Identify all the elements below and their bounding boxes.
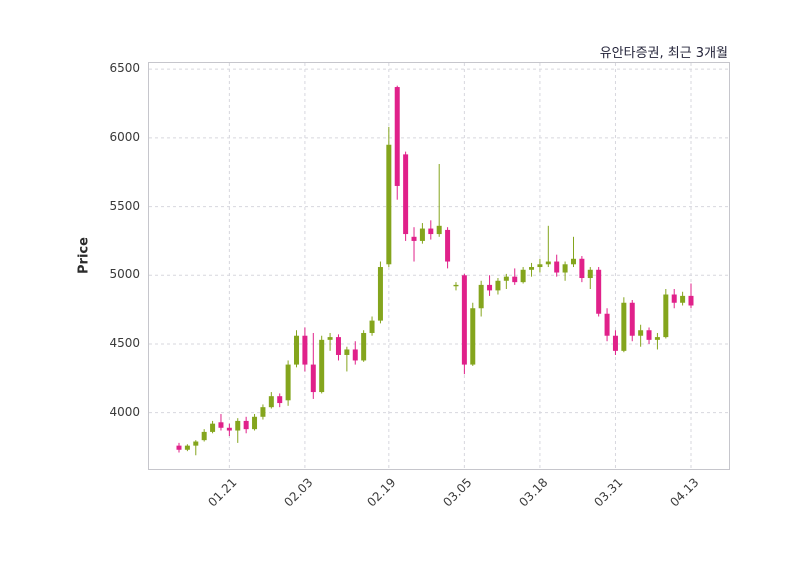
candle-body-up [638,330,644,336]
candle-body-up [344,349,350,355]
candle-body-down [671,294,677,303]
candle-body-down [302,335,308,365]
candle-body-down [646,330,652,340]
x-tick-label: 04.13 [666,475,702,510]
y-axis-label: Price [76,237,92,274]
candle-body-up [520,269,526,283]
candle-body-down [310,364,316,393]
candle-body-up [184,445,190,450]
candle-body-up [268,396,274,408]
candle-body-up [654,337,660,340]
candle-body-down [445,229,451,262]
candle-body-up [235,420,241,431]
candle-body-up [327,337,333,340]
x-tick-label: 03.18 [515,475,551,510]
candle-body-up [663,294,669,338]
candle-body-down [176,445,182,450]
candle-body-up [252,416,258,430]
candle-body-up [260,407,266,417]
y-tick-label: 4500 [109,335,140,350]
candle-body-up [361,332,367,361]
candle-body-down [512,276,518,283]
candle-body-up [386,144,392,265]
candle-body-up [377,267,383,321]
candle-body-up [210,423,216,432]
candle-body-down [394,87,400,186]
candle-body-down [428,228,434,235]
candle-body-up [470,308,476,365]
y-tick-label: 4000 [109,404,140,419]
candle-body-down [226,427,232,431]
candle-body-up [478,284,484,309]
candle-body-down [604,313,610,336]
y-tick-label: 6000 [109,129,140,144]
candle-body-up [201,431,207,441]
y-tick-label: 5000 [109,267,140,282]
candle-body-up [419,228,425,241]
y-tick-label: 6500 [109,61,140,76]
x-tick-label: 03.31 [591,475,626,510]
candle-body-up [436,225,442,235]
candle-body-down [579,258,585,279]
y-tick-label: 5500 [109,198,140,213]
candle-body-up [587,269,593,279]
chart-title: 유안타증권, 최근 3개월 [599,46,728,61]
x-tick-label: 01.21 [205,475,240,510]
candle-body-down [403,154,409,235]
candle-body-up [294,335,300,365]
x-tick-label: 02.03 [280,475,316,510]
plot-area [148,62,730,470]
candle-body-up [680,295,686,303]
candle-body-up [545,261,551,265]
candle-body-down [335,337,341,355]
candle-body-up [503,276,509,281]
candle-body-down [688,295,694,306]
candle-body-up [621,302,627,351]
candle-body-up [495,280,501,291]
candle-body-up [319,339,325,393]
candle-body-down [352,349,358,361]
candle-body-up [529,267,535,270]
candle-body-up [453,284,459,287]
candle-body-down [612,335,618,351]
candle-body-down [487,284,493,291]
candle-body-down [596,269,602,314]
candle-body-down [554,261,560,273]
candle-body-down [629,302,635,336]
x-tick-label: 03.05 [440,475,475,510]
plot-svg [149,63,729,469]
candle-body-up [537,264,543,268]
candle-body-down [277,396,283,404]
candle-body-down [411,236,417,241]
candle-body-up [285,364,291,401]
x-tick-label: 02.19 [364,475,400,510]
candle-body-up [570,258,576,265]
candle-body-down [461,275,467,365]
candle-body-up [193,441,199,446]
candle-body-up [562,264,568,273]
candle-body-up [369,320,375,333]
candle-body-down [218,422,224,428]
candle-body-down [243,420,249,430]
